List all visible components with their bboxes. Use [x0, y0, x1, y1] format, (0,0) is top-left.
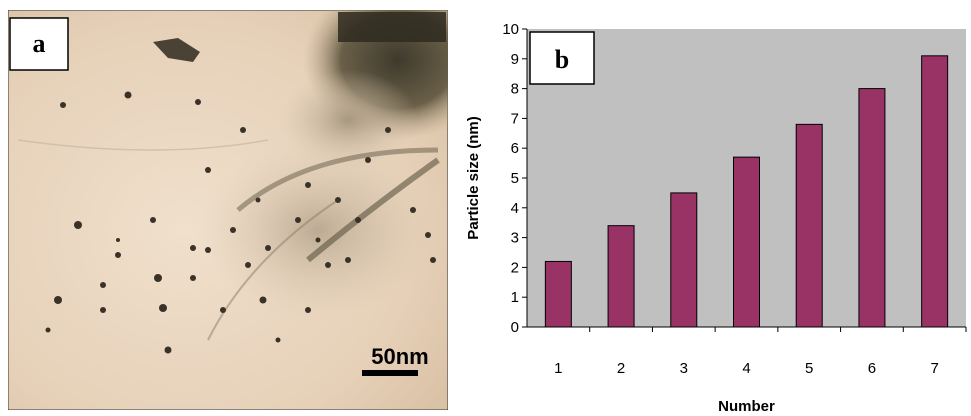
- panel-label-a-box: [9, 17, 69, 71]
- fibre-streak: [17, 139, 269, 151]
- y-tick-label: 0: [511, 319, 519, 336]
- scale-bar-label: 50nm: [371, 344, 428, 369]
- dark-flake: [153, 38, 200, 62]
- fibre-streak: [236, 147, 439, 212]
- y-tick-label: 7: [511, 110, 519, 127]
- bar-3: [670, 192, 698, 328]
- y-axis-ticks: 0 1 2 3 4 5 6 7 8 9 10: [502, 21, 527, 336]
- panel-label-b: b: [555, 45, 569, 74]
- bar-4: [733, 156, 760, 328]
- bar-7: [921, 55, 949, 328]
- tem-micrograph: a 50nm: [8, 10, 448, 410]
- fibre-streak: [207, 199, 339, 341]
- y-axis-title: Particle size (nm): [465, 116, 482, 239]
- bar-2: [607, 225, 635, 328]
- x-tick-label: 4: [742, 360, 750, 377]
- bar-6: [858, 88, 886, 328]
- x-tick-label: 2: [617, 360, 625, 377]
- y-tick-label: 9: [511, 51, 519, 68]
- y-tick-label: 6: [511, 140, 519, 157]
- y-tick-label: 2: [511, 259, 519, 276]
- bar-1: [544, 260, 572, 328]
- x-axis-ticks: 1 2 3 4 5 6 7: [554, 327, 967, 377]
- x-tick-label: 6: [868, 360, 876, 377]
- y-tick-label: 4: [511, 200, 519, 217]
- greyish-area: [198, 140, 438, 320]
- scale-bar: [362, 370, 418, 376]
- panel-label-a: a: [33, 29, 46, 58]
- x-tick-label: 5: [805, 360, 813, 377]
- panel-label-b-box: [529, 31, 595, 85]
- y-tick-label: 5: [511, 170, 519, 187]
- x-tick-label: 3: [680, 360, 688, 377]
- bars: [544, 55, 949, 328]
- nanoparticles: [45, 91, 436, 354]
- x-tick-label: 7: [930, 360, 938, 377]
- x-axis-title: Number: [718, 398, 775, 415]
- dark-corner: [338, 12, 446, 42]
- fibre-streak: [306, 157, 440, 263]
- x-tick-label: 1: [554, 360, 562, 377]
- y-tick-label: 3: [511, 230, 519, 247]
- y-tick-label: 10: [502, 21, 519, 38]
- y-tick-label: 1: [511, 289, 519, 306]
- y-tick-label: 8: [511, 81, 519, 98]
- particle-size-chart: 0 1 2 3 4 5 6 7 8 9 10 1 2 3 4 5 6 7 Number Particle siz…: [465, 21, 967, 415]
- bar-5: [795, 123, 823, 328]
